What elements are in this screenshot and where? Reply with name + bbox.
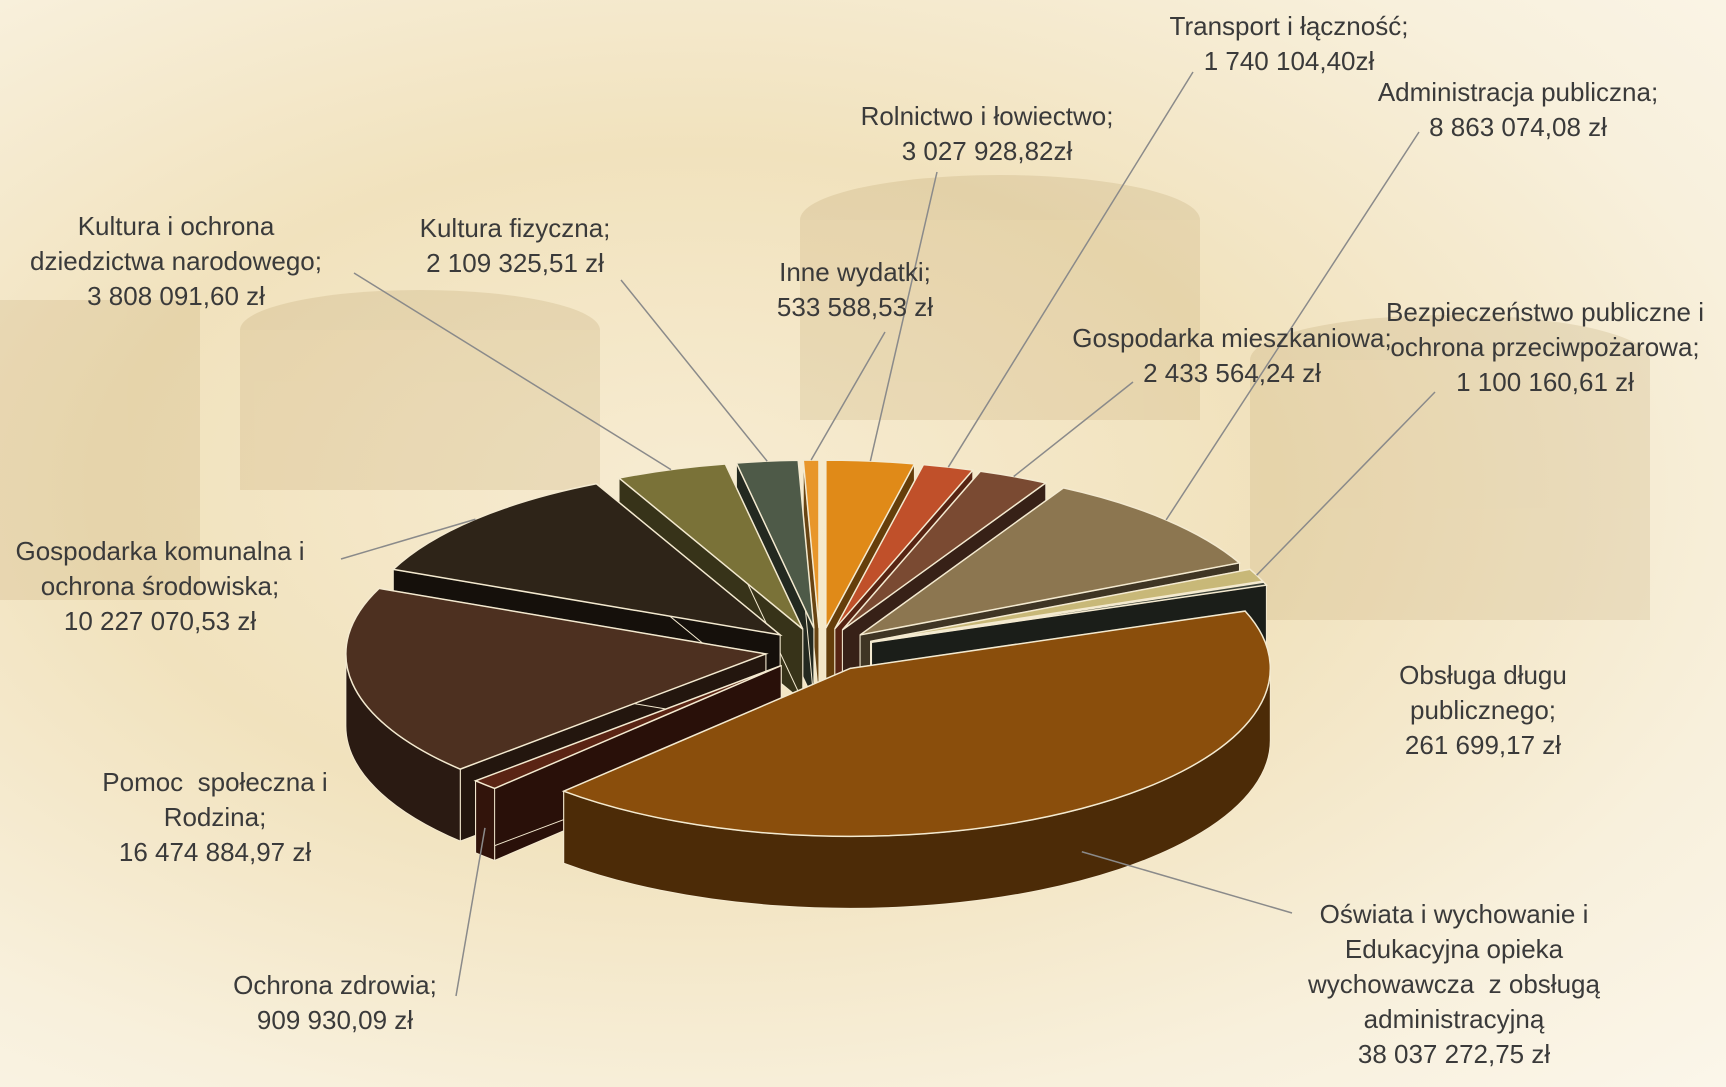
category-label: Oświata i wychowanie i Edukacyjna opieka… <box>1308 899 1608 1034</box>
data-label: Oświata i wychowanie i Edukacyjna opieka… <box>1289 897 1619 1072</box>
slice <box>871 581 1268 644</box>
value-label: 38 037 272,75 zł <box>1357 1039 1551 1069</box>
value-label: 261 699,17 zł <box>1404 730 1562 760</box>
slice <box>473 664 782 790</box>
data-label: Ochrona zdrowia; 909 930,09 zł <box>185 968 485 1038</box>
category-label: Obsługa długu publicznego; <box>1399 660 1575 725</box>
slice <box>841 470 1048 631</box>
data-label: Inne wydatki; 533 588,53 zł <box>705 255 1005 325</box>
value-label: 3 027 928,82zł <box>901 136 1073 166</box>
leader-line <box>1081 851 1293 914</box>
leader-line <box>869 171 938 462</box>
category-label: Kultura fizyczna; <box>419 213 611 243</box>
data-label: Kultura fizyczna; 2 109 325,51 zł <box>350 211 680 281</box>
value-label: 2 433 564,24 zł <box>1143 358 1321 388</box>
category-label: Pomoc społeczna i Rodzina; <box>102 767 335 832</box>
background-coins <box>0 175 1650 620</box>
category-label: Inne wydatki; <box>779 257 931 287</box>
data-label: Pomoc społeczna i Rodzina; 16 474 884,97 … <box>90 765 340 870</box>
data-label: Rolnictwo i łowiectwo; 3 027 928,82zł <box>777 99 1197 169</box>
value-label: 3 808 091,60 zł <box>87 281 265 311</box>
leader-line <box>455 827 486 997</box>
category-label: Gospodarka mieszkaniowa; <box>1072 323 1392 353</box>
data-label: Obsługa długu publicznego; 261 699,17 zł <box>1373 658 1593 763</box>
slice <box>561 610 1272 838</box>
data-label: Transport i łączność; 1 740 104,40zł <box>1129 9 1449 79</box>
slice-side <box>475 780 496 862</box>
category-label: Bezpieczeństwo publiczne i ochrona przec… <box>1386 297 1712 362</box>
category-label: Administracja publiczna; <box>1377 77 1659 107</box>
data-label: Gospodarka mieszkaniowa; 2 433 564,24 zł <box>1052 321 1412 391</box>
leader-line <box>1013 381 1134 478</box>
value-label: 16 474 884,97 zł <box>118 837 312 867</box>
category-label: Transport i łączność; <box>1169 11 1409 41</box>
slice-group <box>802 459 820 701</box>
leader-line <box>1165 131 1420 521</box>
value-label: 909 930,09 zł <box>256 1005 414 1035</box>
leader-line <box>947 71 1194 468</box>
slice <box>617 463 804 630</box>
data-label: Bezpieczeństwo publiczne i ochrona przec… <box>1370 295 1720 400</box>
value-label: 2 109 325,51 zł <box>426 248 604 278</box>
value-label: 10 227 070,53 zł <box>63 606 257 636</box>
data-label: Administracja publiczna; 8 863 074,08 zł <box>1348 75 1688 145</box>
category-label: Rolnictwo i łowiectwo; <box>860 101 1114 131</box>
leader-line <box>1256 391 1436 576</box>
leader-line <box>810 331 886 461</box>
data-label: Gospodarka komunalna i ochrona środowisk… <box>0 534 320 639</box>
slice <box>870 568 1265 643</box>
slice <box>345 587 769 770</box>
category-label: Kultura i ochrona dziedzictwa narodowego… <box>30 211 322 276</box>
value-label: 533 588,53 zł <box>776 292 934 322</box>
leader-line <box>620 279 768 462</box>
slice <box>802 459 820 629</box>
value-label: 8 863 074,08 zł <box>1429 112 1607 142</box>
leader-line <box>340 518 476 560</box>
value-label: 1 740 104,40zł <box>1203 46 1375 76</box>
value-label: 1 100 160,61 zł <box>1456 367 1634 397</box>
slice-group <box>561 610 1272 909</box>
category-label: Ochrona zdrowia; <box>233 970 437 1000</box>
leader-line <box>353 272 672 471</box>
slice <box>859 487 1242 636</box>
data-label: Kultura i ochrona dziedzictwa narodowego… <box>11 209 341 314</box>
category-label: Gospodarka komunalna i ochrona środowisk… <box>15 536 312 601</box>
